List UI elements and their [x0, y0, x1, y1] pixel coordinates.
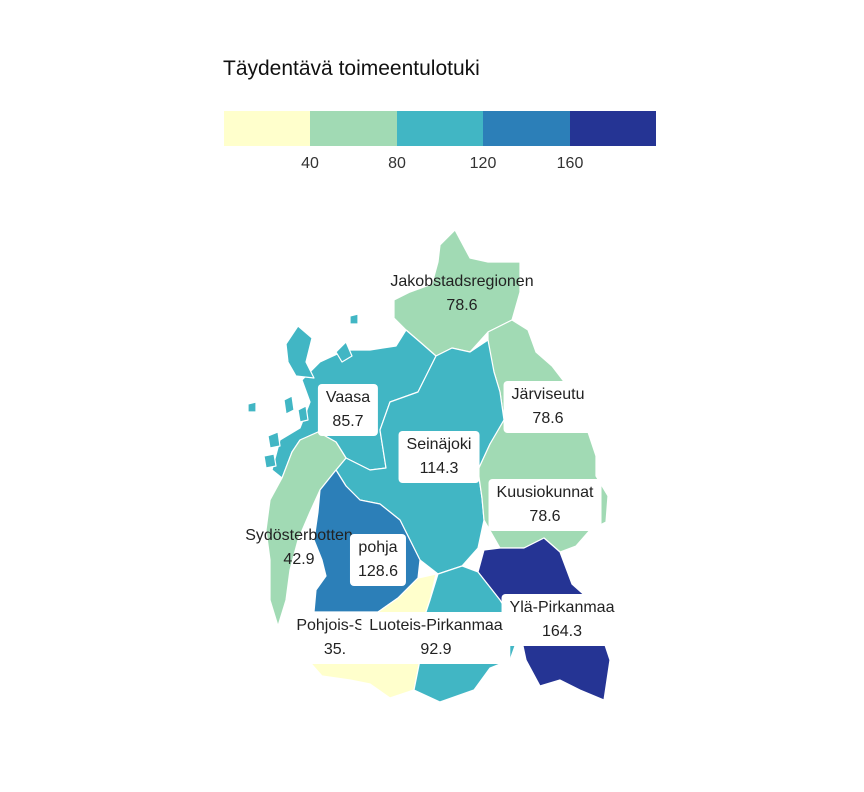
legend-tick: 80: [388, 155, 406, 172]
region-name: Ylä-Pirkanmaa: [509, 599, 615, 616]
region-sydosterbotten[interactable]: [265, 431, 347, 627]
region-name: Luoteis-Pirkanmaa: [369, 617, 503, 634]
label-jarviseutu: Järviseutu 78.6: [503, 381, 593, 433]
region-name: Sydösterbotten: [245, 527, 353, 544]
region-value: 78.6: [532, 410, 564, 427]
region-name: pohja: [358, 539, 398, 556]
label-seinajoki: Seinäjoki 114.3: [398, 431, 480, 483]
legend-tick: 160: [556, 155, 584, 172]
color-scale-legend: [224, 111, 657, 146]
legend-swatch-2: [310, 111, 397, 146]
label-vaasa: Vaasa 85.7: [317, 384, 379, 436]
label-luoteis-pirkanmaa: Luoteis-Pirkanmaa 92.9: [361, 612, 511, 664]
label-suupohja: pohja 128.6: [349, 534, 407, 586]
region-name: Pohjois-Sa: [296, 617, 374, 634]
region-value: 42.9: [283, 551, 315, 568]
region-value: 35.: [323, 641, 347, 658]
legend-tick: 120: [469, 155, 497, 172]
legend-swatch-5: [569, 111, 657, 146]
region-value: 78.6: [529, 508, 561, 525]
region-name: Kuusiokunnat: [496, 484, 594, 501]
region-name: Järviseutu: [511, 386, 585, 403]
legend-title: Täydentävä toimeentulotuki: [223, 57, 480, 80]
archipelago-islands: [247, 313, 359, 469]
legend-tick: 40: [301, 155, 319, 172]
region-name: Vaasa: [325, 389, 371, 406]
legend-swatch-1: [224, 111, 311, 146]
label-yla-pirkanmaa: Ylä-Pirkanmaa 164.3: [501, 594, 623, 646]
region-name: Seinäjoki: [406, 436, 472, 453]
region-value: 128.6: [357, 563, 399, 580]
legend-swatch-4: [483, 111, 570, 146]
region-value: 85.7: [332, 413, 364, 430]
label-kuusiokunnat: Kuusiokunnat 78.6: [488, 479, 602, 531]
legend-swatch-3: [396, 111, 484, 146]
label-jakobstadsregionen: Jakobstadsregionen 78.6: [382, 268, 541, 320]
region-value: 114.3: [419, 460, 459, 477]
region-value: 92.9: [420, 641, 452, 658]
label-sydosterbotten: Sydösterbotten 42.9: [237, 522, 361, 574]
region-value: 78.6: [446, 297, 478, 314]
region-name: Jakobstadsregionen: [390, 273, 534, 290]
region-value: 164.3: [541, 623, 583, 640]
